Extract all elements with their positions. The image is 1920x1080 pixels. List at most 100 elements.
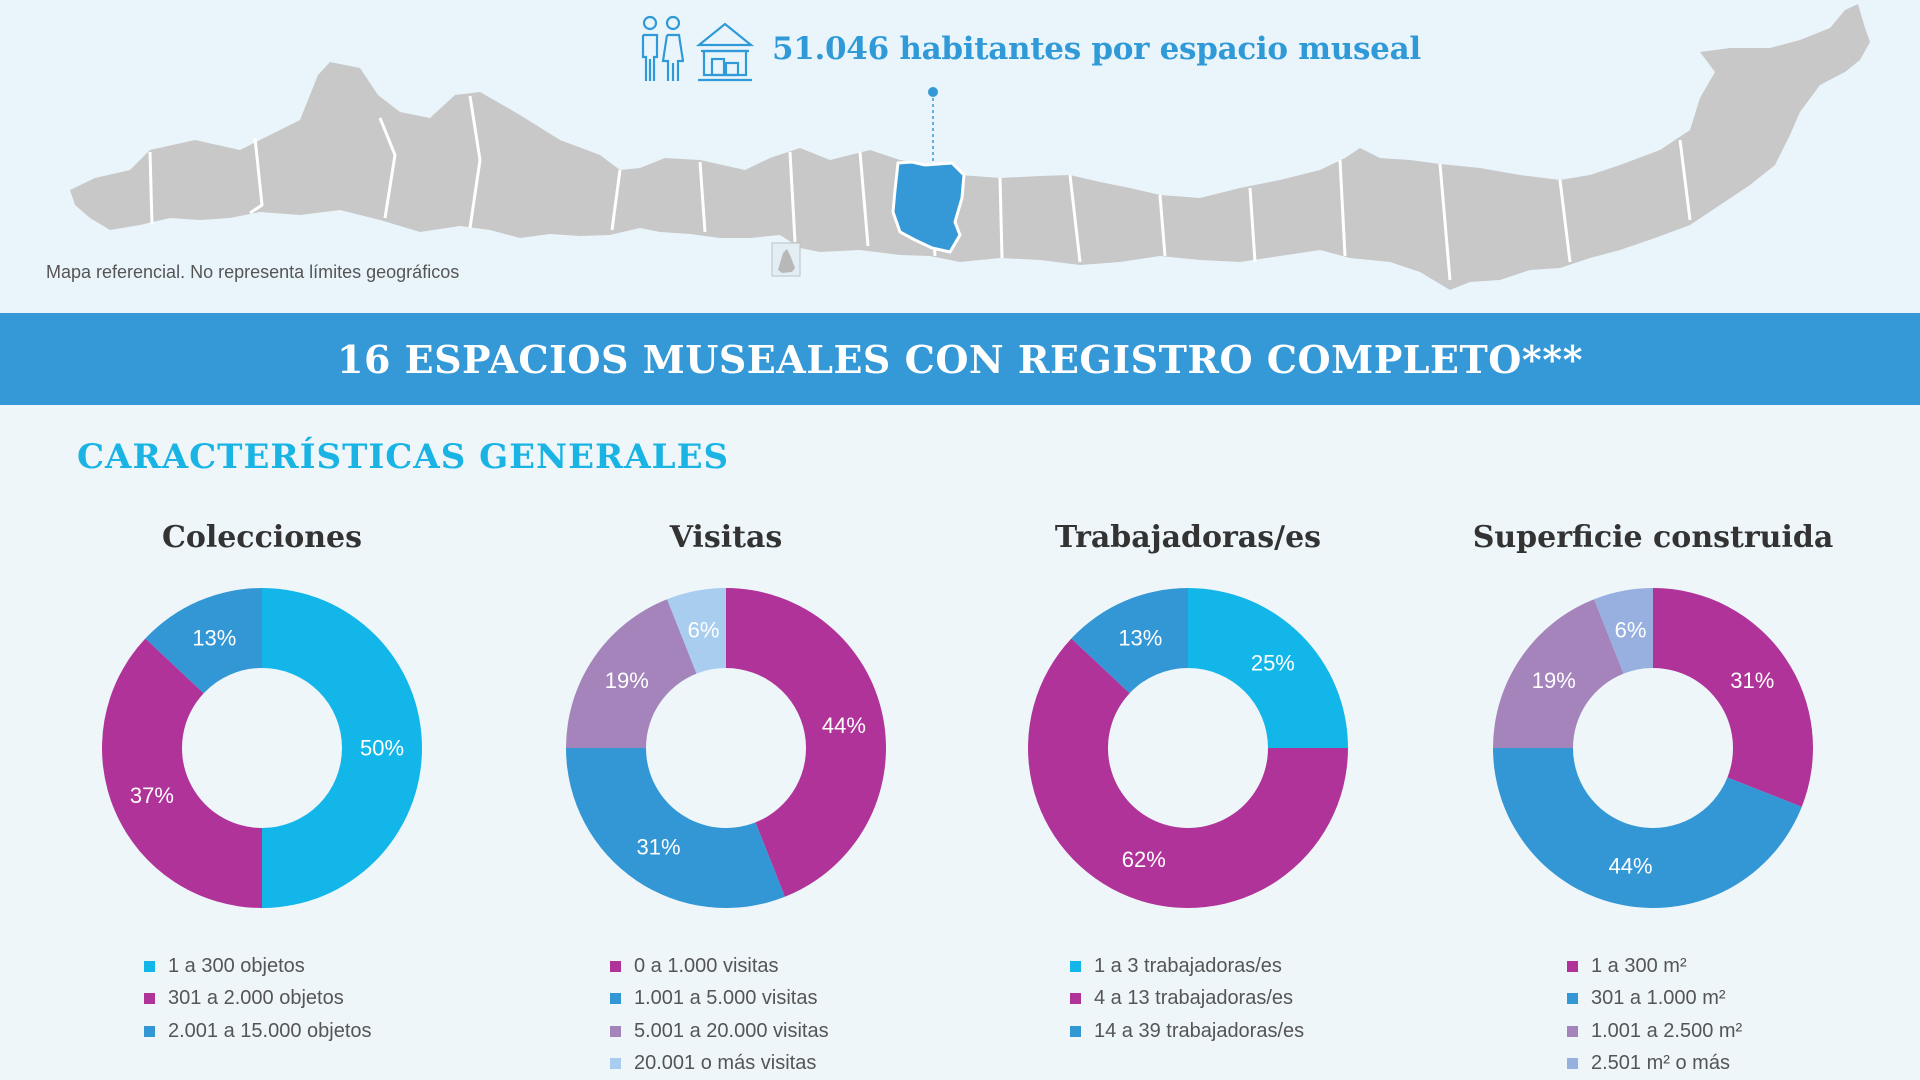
donut-slice bbox=[726, 588, 886, 897]
donut-slice bbox=[145, 588, 262, 694]
legend-swatch bbox=[1567, 1058, 1578, 1070]
legend-swatch bbox=[1070, 993, 1081, 1005]
legend-swatch bbox=[610, 1025, 621, 1037]
legend-item: 14 a 39 trabajadoras/es bbox=[1070, 1015, 1304, 1048]
slice-label: 37% bbox=[130, 783, 174, 808]
legend-label: 1 a 300 objetos bbox=[168, 954, 305, 977]
slice-label: 44% bbox=[822, 713, 866, 738]
donut-chart: 50% 37% 13% bbox=[102, 588, 422, 908]
donut-slice bbox=[262, 588, 422, 908]
chart-title: Visitas bbox=[669, 520, 783, 555]
legend-label: 2.501 m² o más bbox=[1591, 1052, 1730, 1075]
slice-label: 31% bbox=[1730, 668, 1774, 693]
chart-legend: 1 a 3 trabajadoras/es 4 a 13 trabajadoras… bbox=[1070, 950, 1304, 1048]
donut-chart: 31% 44% 19% 6% bbox=[1493, 588, 1813, 908]
map-silhouette bbox=[70, 4, 1870, 290]
slice-label: 25% bbox=[1251, 651, 1295, 676]
donut-slice bbox=[1028, 638, 1348, 908]
legend-label: 0 a 1.000 visitas bbox=[634, 954, 779, 977]
legend-swatch bbox=[1070, 960, 1081, 972]
donut-slice bbox=[1493, 748, 1802, 908]
donut-chart: 25% 62% 13% bbox=[1028, 588, 1348, 908]
chart-superficie: Superficie construida 31% 44% 19% 6% 1 a 30… bbox=[1443, 520, 1863, 1080]
habitantes-stat: 51.046 habitantes por espacio museal bbox=[772, 31, 1421, 67]
legend-label: 1.001 a 5.000 visitas bbox=[634, 987, 818, 1010]
legend-item: 20.001 o más visitas bbox=[610, 1048, 829, 1080]
slice-label: 50% bbox=[360, 736, 404, 761]
chart-legend: 1 a 300 m² 301 a 1.000 m² 1.001 a 2.500 m²… bbox=[1567, 950, 1742, 1080]
chile-map bbox=[70, 4, 1870, 290]
legend-swatch bbox=[1070, 1025, 1081, 1037]
legend-swatch bbox=[610, 993, 621, 1005]
legend-swatch bbox=[610, 960, 621, 972]
section-title: CARACTERÍSTICAS GENERALES bbox=[77, 437, 730, 477]
legend-item: 0 a 1.000 visitas bbox=[610, 950, 829, 983]
legend-swatch bbox=[144, 993, 155, 1005]
chart-title: Trabajadoras/es bbox=[1054, 520, 1322, 555]
legend-item: 2.501 m² o más bbox=[1567, 1048, 1742, 1080]
donut-slice bbox=[1188, 588, 1348, 748]
donut-slice bbox=[1653, 588, 1813, 807]
legend-item: 301 a 2.000 objetos bbox=[144, 983, 372, 1016]
museum-icon bbox=[696, 22, 754, 82]
chart-legend: 0 a 1.000 visitas 1.001 a 5.000 visitas 5.… bbox=[610, 950, 829, 1080]
map-note: Mapa referencial. No representa límites … bbox=[46, 262, 460, 282]
donut-slice bbox=[566, 748, 785, 908]
legend-swatch bbox=[610, 1058, 621, 1070]
legend-item: 301 a 1.000 m² bbox=[1567, 983, 1742, 1016]
headline: 51.046 habitantes por espacio museal bbox=[640, 12, 1421, 86]
legend-item: 5.001 a 20.000 visitas bbox=[610, 1015, 829, 1048]
chart-visitas: Visitas 44% 31% 19% 6% 0 a 1.000 visitas 1.0… bbox=[516, 520, 936, 1080]
legend-swatch bbox=[144, 960, 155, 972]
chart-colecciones: Colecciones 50% 37% 13% 1 a 300 objetos 301… bbox=[52, 520, 472, 1080]
people-icon bbox=[641, 15, 684, 81]
chart-title: Superficie construida bbox=[1472, 520, 1834, 555]
donut-slice bbox=[1594, 588, 1653, 674]
legend-item: 1 a 300 objetos bbox=[144, 950, 372, 983]
legend-label: 1 a 3 trabajadoras/es bbox=[1094, 954, 1282, 977]
chart-legend: 1 a 300 objetos 301 a 2.000 objetos 2.001 … bbox=[144, 950, 372, 1048]
slice-label: 13% bbox=[192, 625, 236, 650]
legend-swatch bbox=[144, 1025, 155, 1037]
donut-chart: 44% 31% 19% 6% bbox=[566, 588, 886, 908]
legend-item: 4 a 13 trabajadoras/es bbox=[1070, 983, 1304, 1016]
legend-label: 20.001 o más visitas bbox=[634, 1052, 817, 1075]
legend-label: 2.001 a 15.000 objetos bbox=[168, 1019, 372, 1042]
chart-title: Colecciones bbox=[161, 520, 363, 555]
legend-label: 4 a 13 trabajadoras/es bbox=[1094, 987, 1294, 1010]
legend-label: 5.001 a 20.000 visitas bbox=[634, 1019, 829, 1042]
legend-item: 1.001 a 2.500 m² bbox=[1567, 1015, 1742, 1048]
slice-label: 62% bbox=[1122, 847, 1166, 872]
legend-swatch bbox=[1567, 960, 1578, 972]
slice-label: 6% bbox=[688, 618, 720, 643]
slice-label: 31% bbox=[637, 835, 681, 860]
legend-label: 14 a 39 trabajadoras/es bbox=[1094, 1019, 1305, 1042]
map-area: 51.046 habitantes por espacio museal Map… bbox=[0, 0, 1920, 313]
donut-slice bbox=[1493, 599, 1624, 748]
chart-trabajadores: Trabajadoras/es 25% 62% 13% 1 a 3 trabajad… bbox=[978, 520, 1398, 1080]
slice-label: 19% bbox=[1532, 668, 1576, 693]
slice-label: 6% bbox=[1615, 618, 1647, 643]
donut-slice bbox=[1071, 588, 1188, 694]
donut-slice bbox=[667, 588, 726, 674]
legend-label: 1.001 a 2.500 m² bbox=[1591, 1019, 1743, 1042]
donut-slice bbox=[566, 599, 697, 748]
map-region-dividers bbox=[148, 95, 1692, 281]
legend-item: 1.001 a 5.000 visitas bbox=[610, 983, 829, 1016]
donut-slice bbox=[102, 638, 262, 908]
island-inset-shape bbox=[778, 249, 795, 273]
slice-label: 44% bbox=[1608, 853, 1652, 878]
banner-title: 16 ESPACIOS MUSEALES CON REGISTRO COMPLE… bbox=[337, 336, 1583, 382]
legend-label: 1 a 300 m² bbox=[1591, 954, 1687, 977]
legend-label: 301 a 2.000 objetos bbox=[168, 987, 344, 1010]
legend-label: 301 a 1.000 m² bbox=[1591, 987, 1726, 1010]
highlighted-region bbox=[891, 160, 966, 254]
legend-item: 1 a 300 m² bbox=[1567, 950, 1742, 983]
slice-label: 19% bbox=[605, 668, 649, 693]
legend-swatch bbox=[1567, 993, 1578, 1005]
legend-item: 2.001 a 15.000 objetos bbox=[144, 1015, 372, 1048]
legend-swatch bbox=[1567, 1025, 1578, 1037]
legend-item: 1 a 3 trabajadoras/es bbox=[1070, 950, 1304, 983]
region-pointer-dot bbox=[928, 87, 938, 97]
banner: 16 ESPACIOS MUSEALES CON REGISTRO COMPLE… bbox=[0, 313, 1920, 405]
